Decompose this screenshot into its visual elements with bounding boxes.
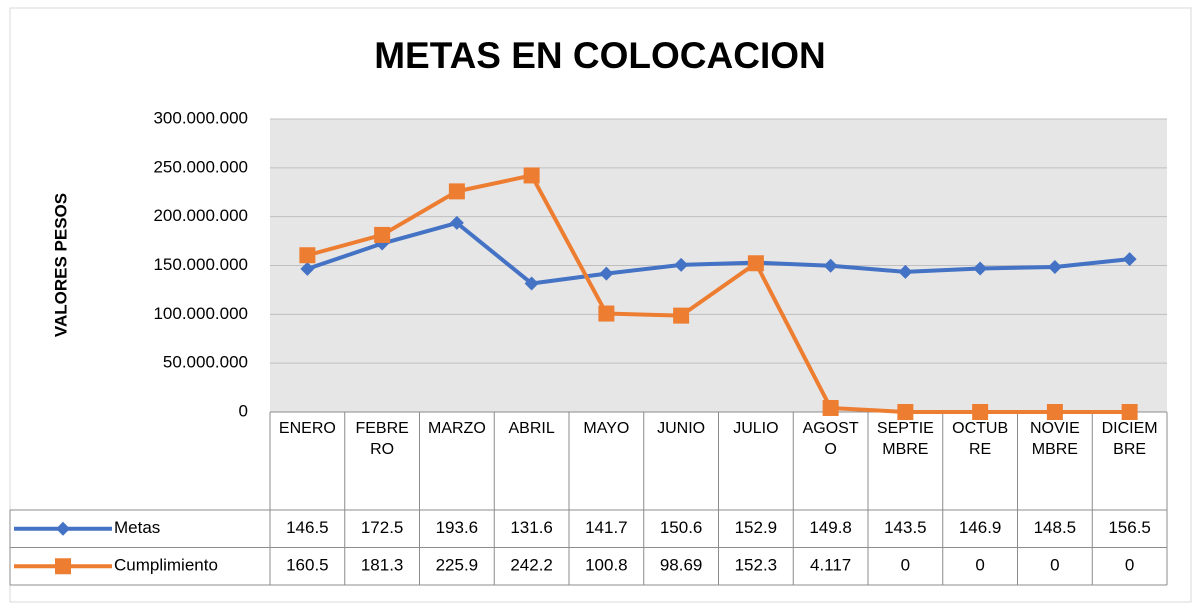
point xyxy=(898,264,913,279)
table-value: 150.6 xyxy=(660,518,703,537)
table-value: 143.5 xyxy=(884,518,927,537)
table-value: 0 xyxy=(1050,556,1059,575)
legend-marker xyxy=(56,521,70,536)
table-value: 225.9 xyxy=(436,556,479,575)
y-tick-label: 150.000.000 xyxy=(153,255,248,274)
point xyxy=(524,276,539,291)
table-value: 141.7 xyxy=(585,518,628,537)
x-tick-label: FEBRERO xyxy=(355,420,409,458)
y-axis-label: VALORES PESOS xyxy=(51,193,70,337)
table-value: 152.3 xyxy=(735,556,778,575)
point xyxy=(822,399,839,416)
y-tick-label: 250.000.000 xyxy=(153,157,248,176)
point xyxy=(449,215,464,230)
point xyxy=(448,183,465,200)
series-line xyxy=(306,220,1130,286)
table-value: 0 xyxy=(975,556,984,575)
point xyxy=(598,305,615,322)
table-value: 160.5 xyxy=(286,556,329,575)
point xyxy=(972,404,989,420)
point xyxy=(299,247,316,264)
point xyxy=(1047,259,1062,274)
point xyxy=(1121,404,1138,420)
table-value: 181.3 xyxy=(361,556,404,575)
table-value: 152.9 xyxy=(735,518,778,537)
table-value: 156.5 xyxy=(1108,518,1151,537)
x-tick-label: JUNIO xyxy=(657,420,706,437)
point xyxy=(973,261,988,276)
point xyxy=(897,404,914,420)
y-tick-label: 0 xyxy=(239,401,248,420)
x-tick-label: JULIO xyxy=(733,420,779,437)
x-tick-label: MARZO xyxy=(427,420,486,437)
legend-marker xyxy=(55,558,71,575)
x-tick-label: DICIEMBRE xyxy=(1101,420,1158,458)
y-tick-label: 50.000.000 xyxy=(163,353,248,372)
table-value: 149.8 xyxy=(809,518,852,537)
point xyxy=(300,261,315,276)
table-value: 193.6 xyxy=(436,518,479,537)
table-value: 0 xyxy=(901,556,910,575)
y-tick-label: 200.000.000 xyxy=(153,206,248,225)
legend-label: Cumplimiento xyxy=(114,556,218,575)
x-tick-label: ABRIL xyxy=(508,420,555,437)
table-value: 172.5 xyxy=(361,518,404,537)
table-value: 100.8 xyxy=(585,556,628,575)
table-value: 98.69 xyxy=(660,556,703,575)
point xyxy=(673,307,690,324)
table-value: 0 xyxy=(1125,556,1134,575)
table-value: 146.5 xyxy=(286,518,329,537)
table-value: 131.6 xyxy=(510,518,553,537)
y-tick-label: 100.000.000 xyxy=(153,304,248,323)
legend-label: Metas xyxy=(114,518,160,537)
x-tick-label: ENERO xyxy=(278,420,336,437)
point xyxy=(674,257,689,272)
table-value: 146.9 xyxy=(959,518,1002,537)
y-tick-label: 300.000.000 xyxy=(153,108,248,127)
point xyxy=(523,167,540,184)
point xyxy=(747,255,764,272)
point xyxy=(1122,252,1137,267)
x-tick-label: MAYO xyxy=(583,420,630,437)
table-value: 148.5 xyxy=(1034,518,1077,537)
x-tick-label: OCTUBRE xyxy=(952,420,1009,458)
table-value: 4.117 xyxy=(810,556,851,575)
point xyxy=(599,266,614,281)
x-tick-label: SEPTIEMBRE xyxy=(876,420,934,458)
point xyxy=(823,258,838,273)
table-value: 242.2 xyxy=(510,556,553,575)
chart-title: METAS EN COLOCACION xyxy=(374,35,826,76)
x-tick-label: AGOSTO xyxy=(802,420,859,458)
series-line xyxy=(306,173,1130,414)
point xyxy=(1046,404,1063,420)
point xyxy=(374,226,391,243)
x-tick-label: NOVIEMBRE xyxy=(1029,420,1080,458)
